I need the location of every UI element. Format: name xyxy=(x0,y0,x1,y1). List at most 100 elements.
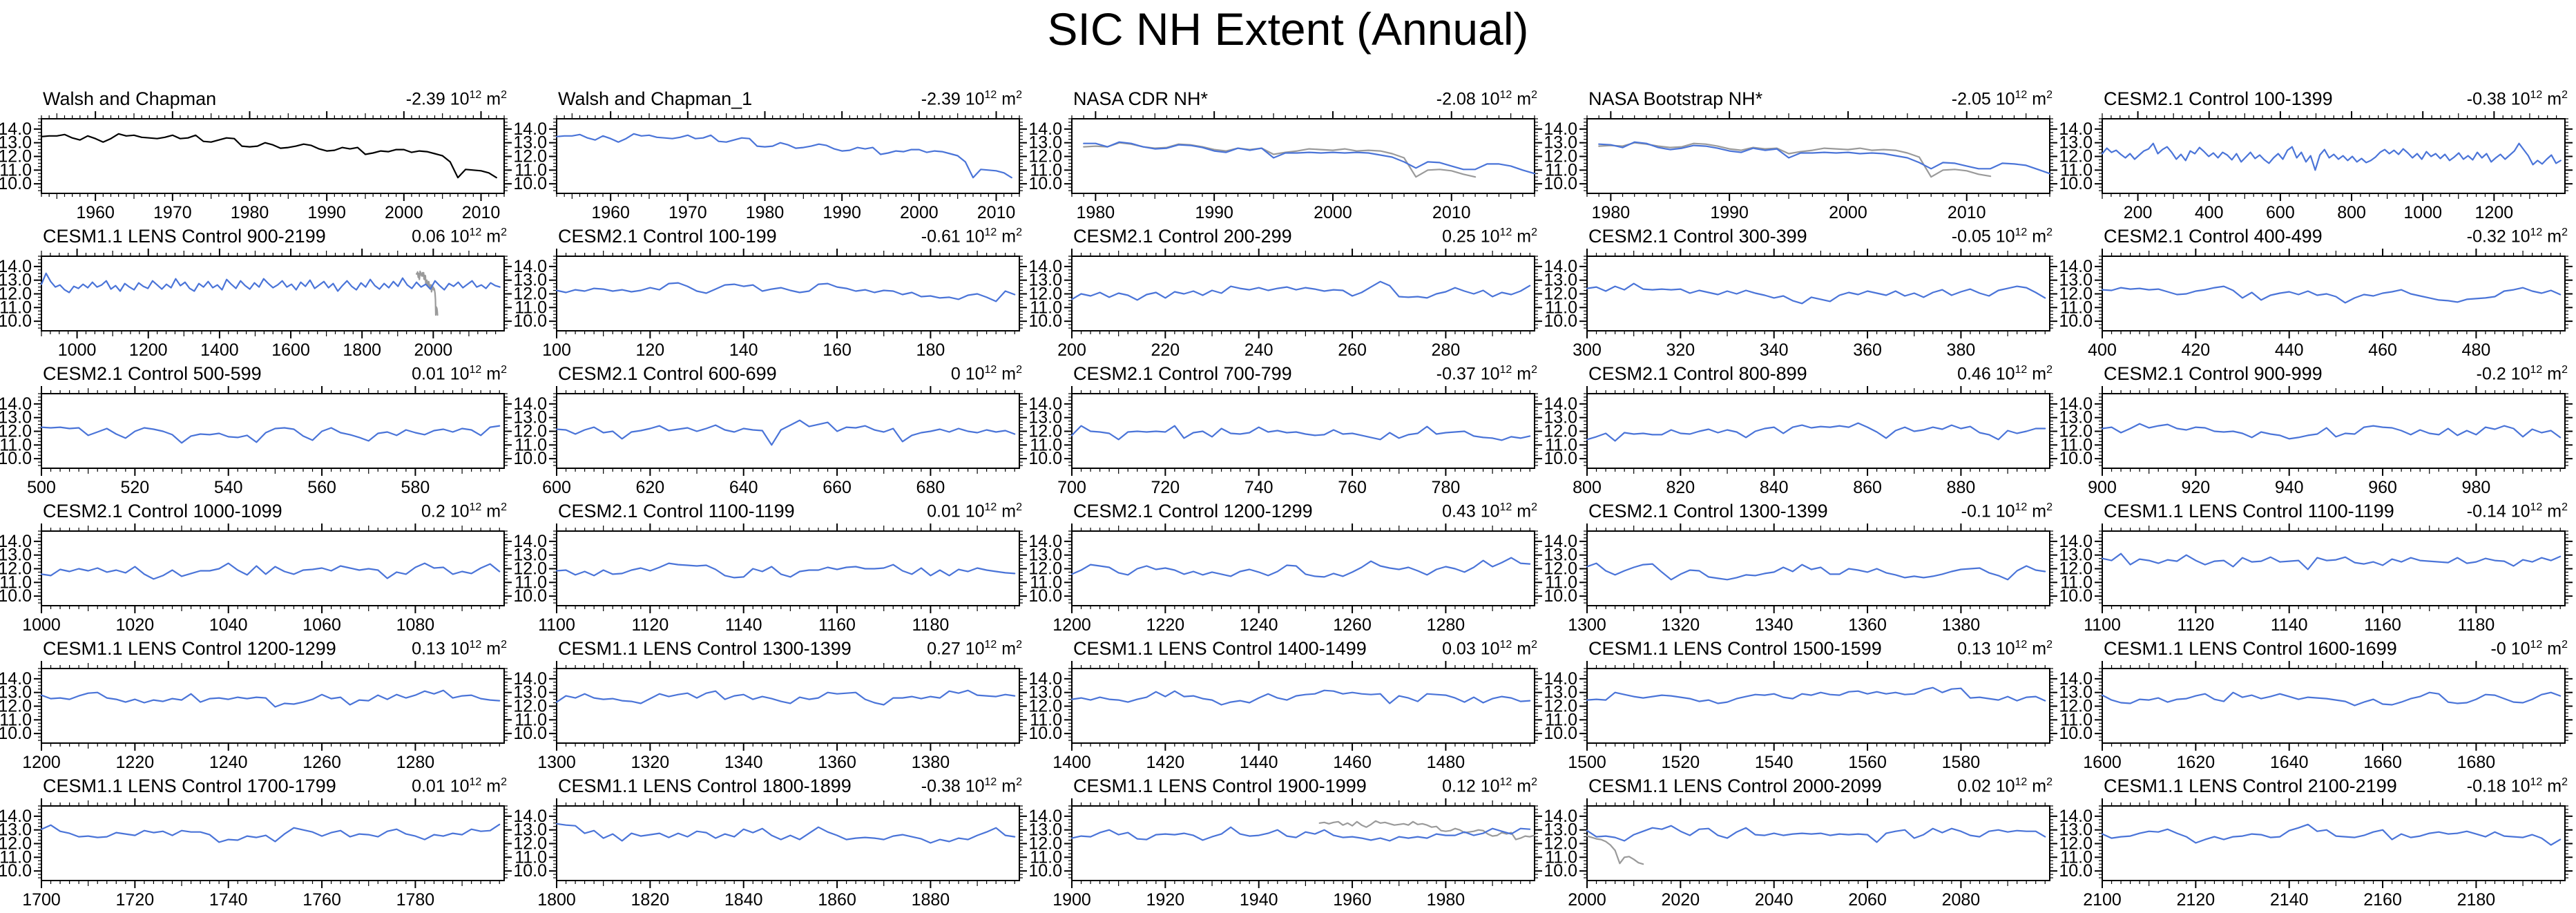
x-tick-label: 1140 xyxy=(2271,615,2308,635)
y-tick-label: 14.0 xyxy=(513,119,547,139)
trend-exponent: 12 xyxy=(1499,776,1512,788)
panel-plot: 14.013.012.011.010.0 2000 2020 2040 2060 2080 xyxy=(1544,798,2057,910)
y-tick-label: 12.0 xyxy=(513,146,547,166)
y-tick-label: 10.0 xyxy=(1028,174,1062,193)
chart-panel: CESM2.1 Control 300-399 -0.05 1012 m2 14… xyxy=(1544,224,2061,362)
trend-number: -0.32 xyxy=(2466,227,2506,246)
x-tick-label: 1020 xyxy=(116,615,155,635)
x-tick-label: 1220 xyxy=(116,753,155,772)
x-tick-label: 380 xyxy=(1947,340,1976,360)
chart-panel: CESM1.1 LENS Control 1800-1899 -0.38 101… xyxy=(513,774,1030,912)
y-tick-label: 14.0 xyxy=(1028,669,1062,689)
trend-number: -0.38 xyxy=(921,776,961,796)
trend-base: 10 xyxy=(1480,639,1500,658)
x-tick-label: 100 xyxy=(542,340,571,360)
panel-plot: 14.013.012.011.010.0 2100 2120 2140 2160 2180 xyxy=(2059,798,2573,910)
x-tick-label: 1820 xyxy=(631,890,670,910)
trend-unit-exponent: 2 xyxy=(1016,88,1022,101)
primary-line xyxy=(1070,689,1531,706)
panel-header: CESM1.1 LENS Control 2100-2199 -0.18 101… xyxy=(2061,774,2576,796)
panel-header: CESM2.1 Control 1000-1099 0.2 1012 m2 xyxy=(0,499,515,521)
y-tick-label: 13.0 xyxy=(1028,133,1062,153)
trend-exponent: 12 xyxy=(984,501,997,513)
trend-unit-exponent: 2 xyxy=(2046,638,2053,651)
panel-plot: 14.013.012.011.010.0 1000 1200 1400 1600 1800… xyxy=(0,249,512,360)
x-tick-label: 1800 xyxy=(537,890,576,910)
trend-unit-exponent: 2 xyxy=(501,776,507,788)
y-tick-label: 10.0 xyxy=(2059,311,2093,331)
chart-grid: Walsh and Chapman -2.39 1012 m2 14.0 13.0… xyxy=(0,87,2576,912)
x-tick-label: 1280 xyxy=(396,753,435,772)
y-tick-label: 13.0 xyxy=(0,271,32,290)
panel-header: CESM1.1 LENS Control 1800-1899 -0.38 101… xyxy=(515,774,1030,796)
y-tick-label: 11.0 xyxy=(515,435,547,454)
panel-title: CESM2.1 Control 100-1399 xyxy=(2104,88,2333,109)
y-tick-label: 10.0 xyxy=(1544,311,1577,331)
trend-unit: m xyxy=(997,227,1017,246)
y-tick-label: 10.0 xyxy=(0,724,32,743)
panel-trend-value: -2.39 1012 m2 xyxy=(921,85,1022,109)
x-tick-label: 1900 xyxy=(1052,890,1091,910)
trend-number: 0.01 xyxy=(927,501,961,521)
x-tick-label: 740 xyxy=(1244,478,1273,497)
x-tick-label: 1180 xyxy=(912,615,950,635)
panel-header: CESM2.1 Control 900-999 -0.2 1012 m2 xyxy=(2061,362,2576,384)
chart-panel: NASA Bootstrap NH* -2.05 1012 m2 14.0 13.… xyxy=(1544,87,2061,224)
trend-unit-exponent: 2 xyxy=(501,501,507,513)
x-tick-label: 460 xyxy=(2368,340,2397,360)
y-tick-label: 10.0 xyxy=(2059,724,2093,743)
panel-plot: 14.013.012.011.010.0 600 620 640 660 680 xyxy=(513,386,1027,497)
x-tick-label: 620 xyxy=(635,478,664,497)
x-tick-label: 940 xyxy=(2275,478,2304,497)
x-tick-label: 1560 xyxy=(1848,753,1887,772)
trend-unit-exponent: 2 xyxy=(2046,88,2053,101)
panel-plot: 14.013.012.011.010.0 200 220 240 260 280 xyxy=(1028,249,1542,360)
panel-trend-value: -0.38 1012 m2 xyxy=(2467,85,2568,109)
trend-unit-exponent: 2 xyxy=(2561,226,2568,238)
trend-unit-exponent: 2 xyxy=(1531,88,1537,101)
trend-number: -0.61 xyxy=(921,227,961,246)
reference-line xyxy=(1598,142,1992,178)
x-tick-label: 840 xyxy=(1760,478,1789,497)
chart-panel: CESM2.1 Control 1000-1099 0.2 1012 m2 14… xyxy=(0,499,515,637)
x-tick-label: 1990 xyxy=(1195,203,1233,222)
panel-title: CESM2.1 Control 300-399 xyxy=(1588,226,1807,247)
x-tick-label: 1940 xyxy=(1240,890,1278,910)
x-tick-label: 300 xyxy=(1573,340,1602,360)
y-tick-label: 14.0 xyxy=(0,669,32,689)
trend-number: 0.2 xyxy=(421,501,445,521)
y-tick-label: 11.0 xyxy=(2060,710,2093,729)
trend-exponent: 12 xyxy=(984,776,997,788)
x-tick-label: 860 xyxy=(1853,478,1882,497)
trend-base: 10 xyxy=(1995,501,2015,521)
x-tick-label: 1160 xyxy=(818,615,856,635)
y-tick-label: 11.0 xyxy=(1030,847,1062,867)
trend-exponent: 12 xyxy=(469,363,482,376)
trend-number: -0.38 xyxy=(2466,89,2506,108)
trend-number: -0.05 xyxy=(1951,227,1991,246)
panel-header: CESM1.1 LENS Control 1300-1399 0.27 1012… xyxy=(515,637,1030,659)
x-tick-label: 1420 xyxy=(1146,753,1185,772)
y-tick-label: 13.0 xyxy=(1544,546,1577,565)
trend-unit: m xyxy=(2027,227,2047,246)
x-tick-label: 1120 xyxy=(631,615,669,635)
y-tick-label: 12.0 xyxy=(2059,146,2093,166)
y-tick-label: 13.0 xyxy=(513,408,547,427)
panel-trend-value: 0.01 1012 m2 xyxy=(927,497,1022,521)
panel-trend-value: 0.03 1012 m2 xyxy=(1442,635,1537,659)
trend-number: 0.12 xyxy=(1442,776,1476,796)
panel-title: CESM2.1 Control 1100-1199 xyxy=(558,501,795,521)
trend-exponent: 12 xyxy=(2015,638,2028,651)
panel-header: NASA Bootstrap NH* -2.05 1012 m2 xyxy=(1546,87,2061,109)
y-tick-label: 11.0 xyxy=(1030,435,1062,454)
panel-plot: 14.013.012.011.010.0 1600 1620 1640 1660 1680 xyxy=(2059,661,2573,772)
trend-base: 10 xyxy=(1480,89,1500,108)
x-tick-label: 1600 xyxy=(2083,753,2122,772)
panel-trend-value: 0.25 1012 m2 xyxy=(1442,222,1537,247)
primary-line xyxy=(1586,282,2046,305)
y-tick-label: 12.0 xyxy=(2059,284,2093,303)
x-tick-label: 2000 xyxy=(1568,890,1606,910)
trend-unit-exponent: 2 xyxy=(1016,638,1022,651)
trend-unit-exponent: 2 xyxy=(1016,501,1022,513)
y-tick-label: 10.0 xyxy=(513,586,547,606)
